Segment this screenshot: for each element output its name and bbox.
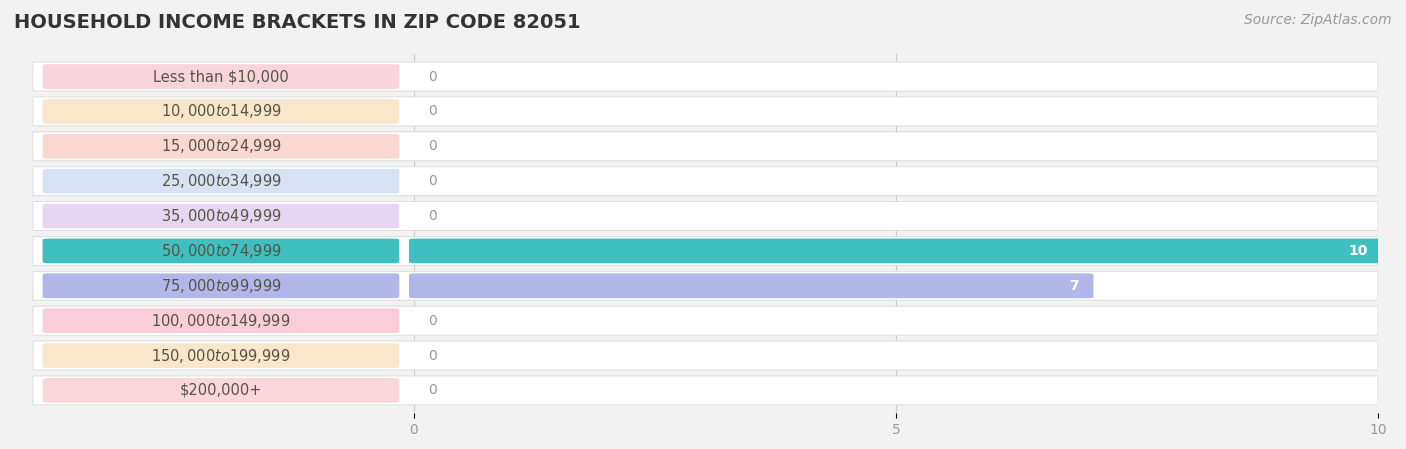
FancyBboxPatch shape [32, 237, 1378, 265]
FancyBboxPatch shape [32, 376, 1378, 405]
FancyBboxPatch shape [32, 271, 1378, 300]
FancyBboxPatch shape [42, 308, 399, 333]
Text: $150,000 to $199,999: $150,000 to $199,999 [152, 347, 291, 365]
Text: 0: 0 [429, 105, 437, 119]
Text: 7: 7 [1070, 279, 1078, 293]
Text: 0: 0 [429, 383, 437, 397]
FancyBboxPatch shape [32, 202, 1378, 230]
FancyBboxPatch shape [409, 238, 1382, 263]
Text: Less than $10,000: Less than $10,000 [153, 69, 288, 84]
Text: 10: 10 [1348, 244, 1368, 258]
FancyBboxPatch shape [42, 134, 399, 158]
FancyBboxPatch shape [409, 273, 1094, 298]
FancyBboxPatch shape [42, 238, 399, 263]
Text: $15,000 to $24,999: $15,000 to $24,999 [160, 137, 281, 155]
Text: $75,000 to $99,999: $75,000 to $99,999 [160, 277, 281, 295]
FancyBboxPatch shape [42, 169, 399, 194]
FancyBboxPatch shape [32, 167, 1378, 196]
Text: Source: ZipAtlas.com: Source: ZipAtlas.com [1244, 13, 1392, 27]
Text: $50,000 to $74,999: $50,000 to $74,999 [160, 242, 281, 260]
Text: 0: 0 [429, 209, 437, 223]
FancyBboxPatch shape [32, 132, 1378, 161]
FancyBboxPatch shape [32, 306, 1378, 335]
FancyBboxPatch shape [42, 99, 399, 124]
Text: HOUSEHOLD INCOME BRACKETS IN ZIP CODE 82051: HOUSEHOLD INCOME BRACKETS IN ZIP CODE 82… [14, 13, 581, 32]
FancyBboxPatch shape [42, 273, 399, 298]
FancyBboxPatch shape [32, 341, 1378, 370]
Text: $10,000 to $14,999: $10,000 to $14,999 [160, 102, 281, 120]
FancyBboxPatch shape [42, 343, 399, 368]
Text: 0: 0 [429, 139, 437, 153]
Text: $200,000+: $200,000+ [180, 383, 262, 398]
Text: 0: 0 [429, 174, 437, 188]
Text: $25,000 to $34,999: $25,000 to $34,999 [160, 172, 281, 190]
FancyBboxPatch shape [42, 378, 399, 403]
Text: 0: 0 [429, 314, 437, 328]
Text: $100,000 to $149,999: $100,000 to $149,999 [152, 312, 291, 330]
Text: 0: 0 [429, 348, 437, 362]
FancyBboxPatch shape [42, 64, 399, 89]
Text: 0: 0 [429, 70, 437, 84]
FancyBboxPatch shape [32, 62, 1378, 91]
FancyBboxPatch shape [42, 204, 399, 229]
Text: $35,000 to $49,999: $35,000 to $49,999 [160, 207, 281, 225]
FancyBboxPatch shape [32, 97, 1378, 126]
